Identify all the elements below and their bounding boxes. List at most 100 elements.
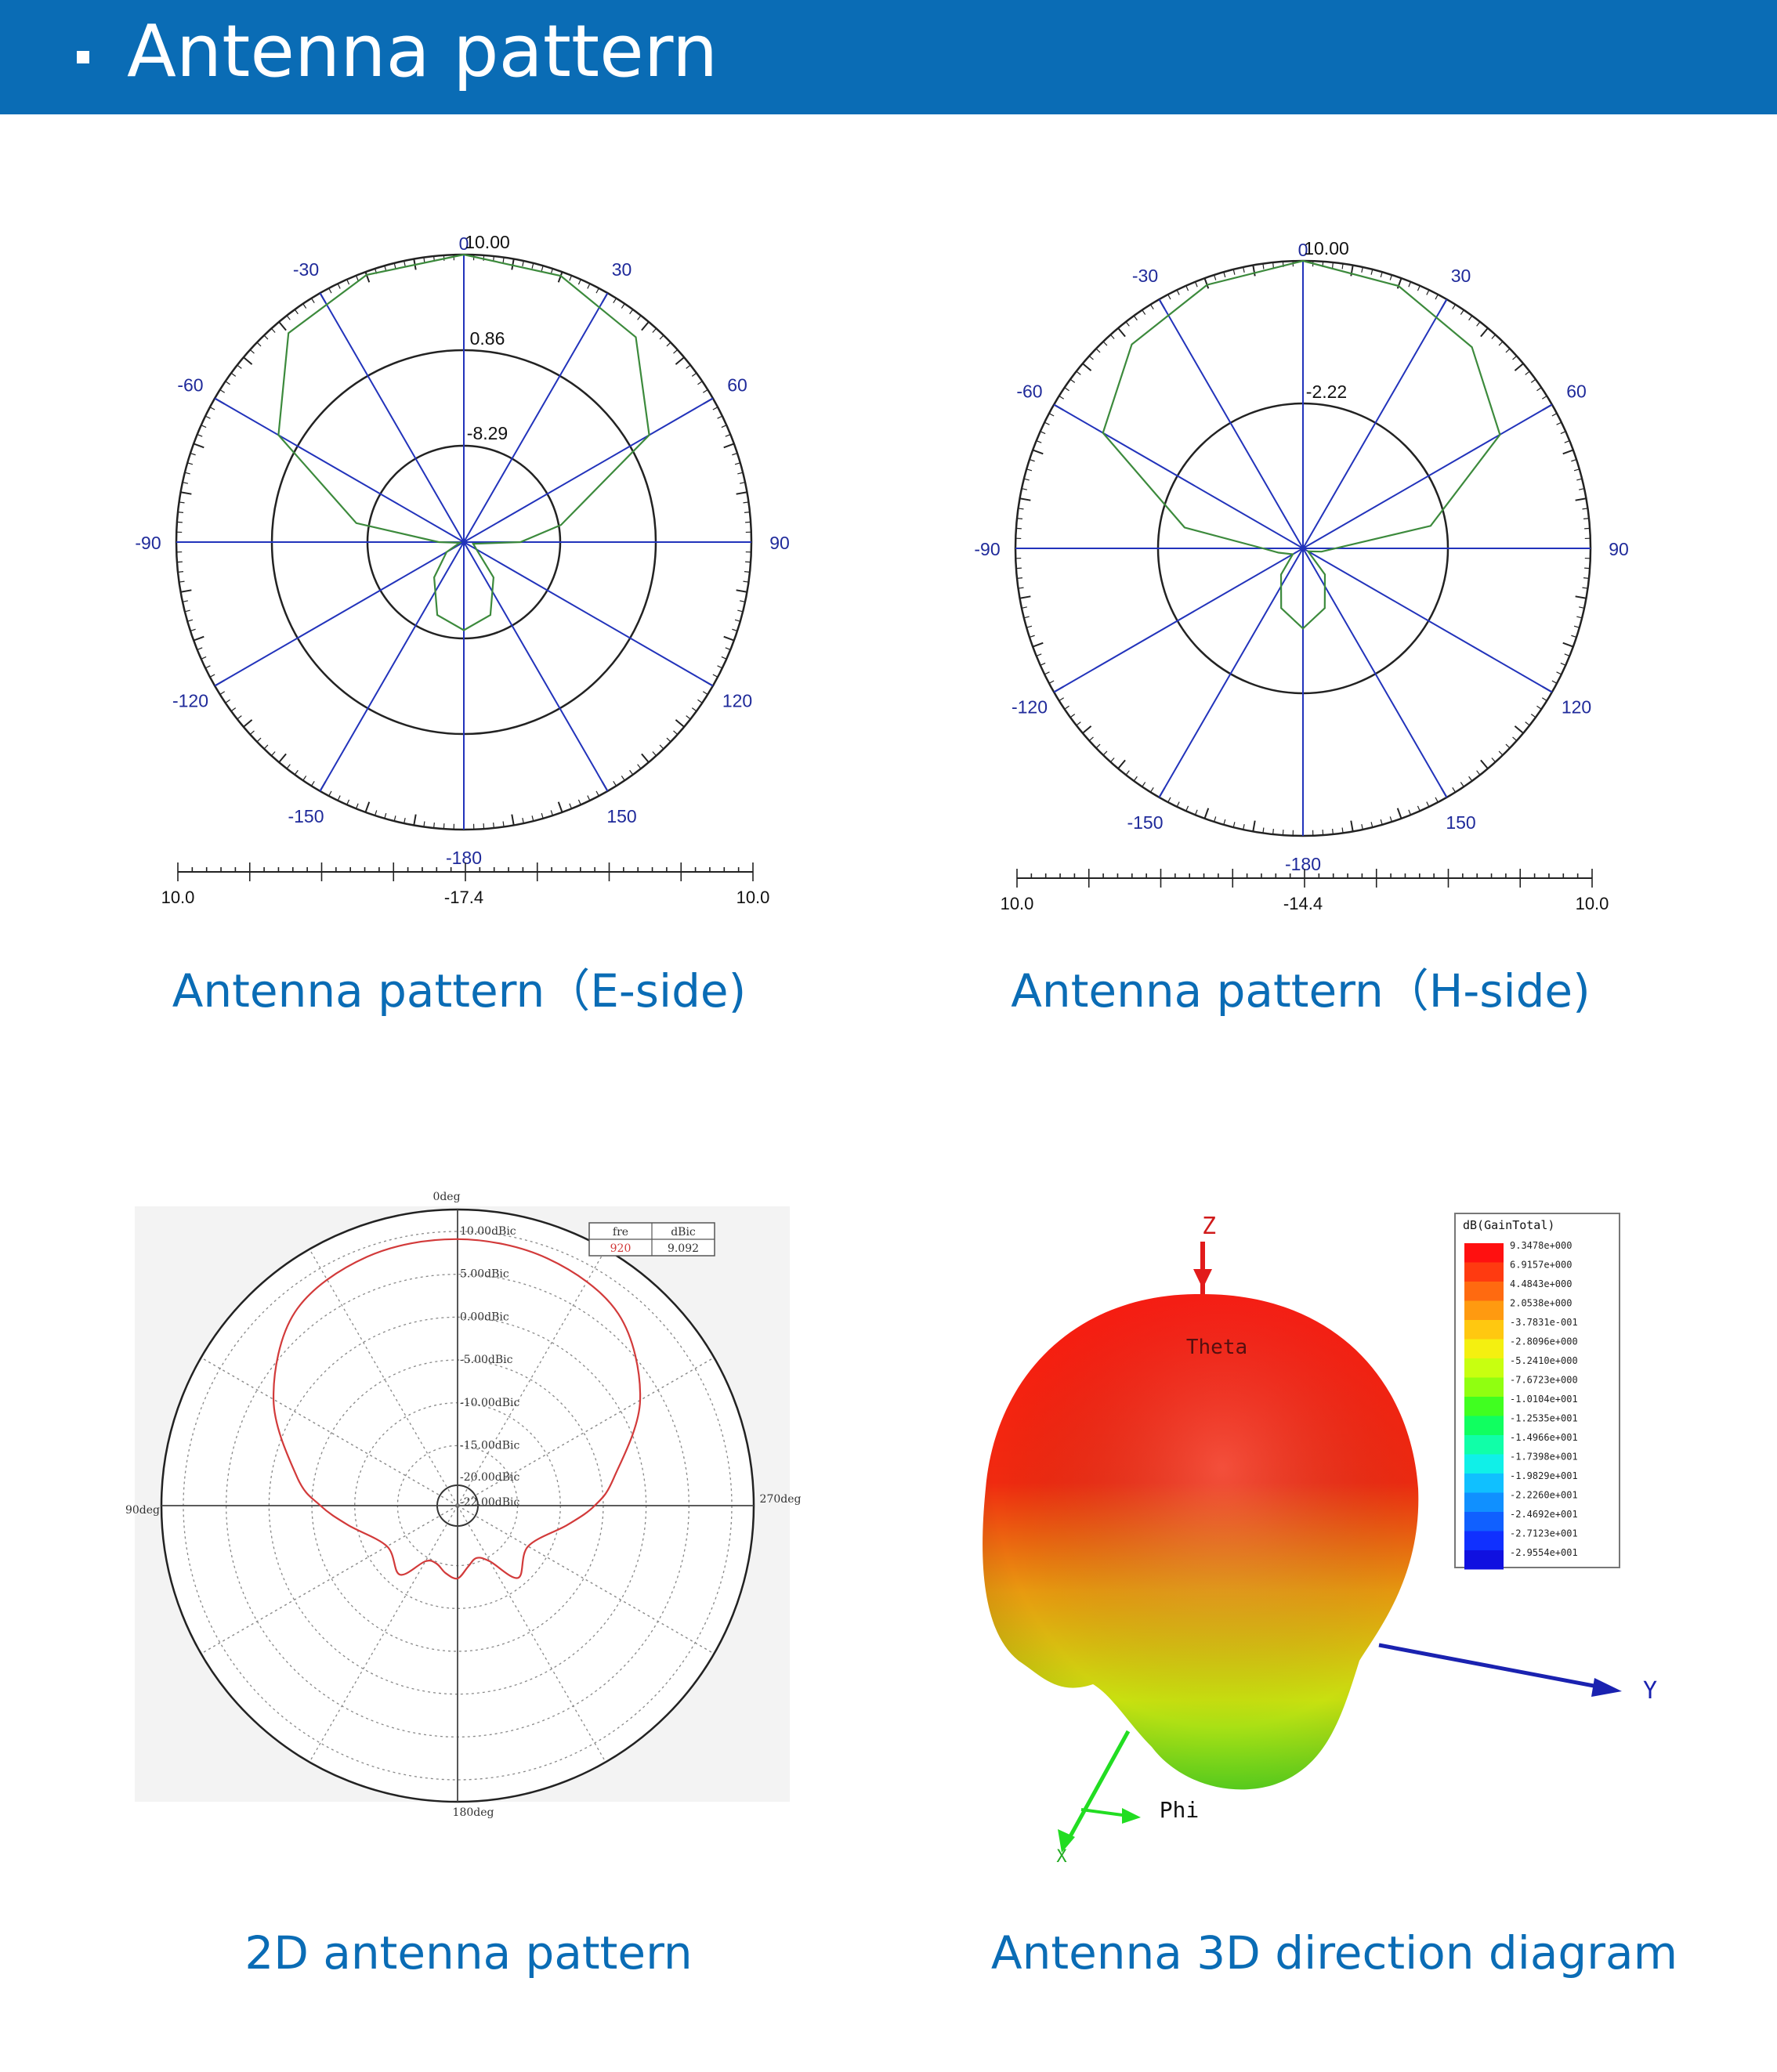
tick-mark xyxy=(1536,705,1542,710)
tick-mark xyxy=(1332,828,1334,835)
tick-mark xyxy=(587,283,591,289)
tick-mark xyxy=(697,381,703,385)
tick-mark xyxy=(1150,786,1154,793)
tick-mark xyxy=(1361,266,1363,273)
tick-mark xyxy=(1044,671,1050,675)
tick-mark xyxy=(355,803,359,809)
angle-label--180: -180 xyxy=(446,848,482,868)
angle-label-120: 120 xyxy=(1562,697,1591,718)
tick-mark xyxy=(1541,396,1547,400)
tick-mark xyxy=(1167,294,1171,300)
legend-header-dbic: dBic xyxy=(671,1226,696,1238)
tick-mark xyxy=(209,407,215,410)
tick-mark xyxy=(177,571,184,573)
tick-mark xyxy=(270,751,276,757)
angle-label--90: -90 xyxy=(974,539,1000,559)
colorbar-title: dB(GainTotal) xyxy=(1463,1218,1554,1232)
grid-spoke-300 xyxy=(201,1357,458,1506)
angle-label--180: -180 xyxy=(1285,854,1321,874)
tick-mark xyxy=(1036,439,1042,443)
tick-mark xyxy=(1579,488,1585,490)
colorbar-swatch-2 xyxy=(1464,1282,1504,1301)
tick-mark xyxy=(302,303,307,309)
tick-mark xyxy=(734,619,740,622)
tick-mark xyxy=(1468,315,1473,321)
phi-arrow-head xyxy=(1122,1808,1141,1824)
tick-mark xyxy=(652,751,657,757)
tick-mark xyxy=(1498,750,1504,756)
angle-label-150: 150 xyxy=(606,806,636,826)
tick-mark xyxy=(1426,801,1430,808)
tick-mark xyxy=(1332,262,1334,269)
tick-mark xyxy=(734,462,740,465)
angle-label-top: 0deg xyxy=(432,1191,460,1203)
scale-left-label: 10.0 xyxy=(161,888,195,907)
tick-mark xyxy=(294,769,299,776)
tick-mark xyxy=(641,753,650,763)
tick-mark xyxy=(1556,421,1562,425)
colorbar-swatch-7 xyxy=(1464,1377,1504,1397)
tick-mark xyxy=(1480,327,1489,338)
tick-mark xyxy=(712,407,718,410)
grid-spoke-60 xyxy=(457,1357,715,1506)
tick-mark xyxy=(256,737,262,743)
scale-right-label: 10.0 xyxy=(1576,894,1609,913)
tick-mark xyxy=(346,279,350,285)
tick-mark xyxy=(1021,488,1027,490)
tick-mark xyxy=(1579,606,1585,609)
tick-mark xyxy=(423,821,425,827)
tick-mark xyxy=(1536,387,1542,392)
angle-label-30: 30 xyxy=(612,259,632,280)
colorbar-swatch-6 xyxy=(1464,1358,1504,1378)
tick-mark xyxy=(1514,363,1524,371)
tick-mark xyxy=(686,364,691,369)
tick-mark xyxy=(673,730,679,736)
spoke-120 xyxy=(463,541,714,687)
tick-mark xyxy=(511,259,515,270)
pattern-3d-figure: Z Theta Y X Phi dB(GainTotal) 9.3478e+000 6.915… xyxy=(983,1213,1657,1867)
tick-mark xyxy=(1272,262,1274,269)
tick-mark xyxy=(1243,266,1245,273)
tick-mark xyxy=(1514,725,1524,734)
colorbar-value-9: -1.2535e+001 xyxy=(1510,1413,1578,1424)
tick-mark xyxy=(1468,776,1473,782)
tick-mark xyxy=(595,790,599,797)
tick-mark xyxy=(725,647,731,651)
tick-mark xyxy=(219,389,226,393)
tick-mark xyxy=(1252,265,1256,277)
colorbar-value-1: 6.9157e+000 xyxy=(1510,1260,1572,1271)
tick-mark xyxy=(569,803,573,809)
tick-mark xyxy=(328,287,332,294)
scale-left-label: 10.0 xyxy=(1001,894,1034,913)
tick-mark xyxy=(511,814,515,826)
angle-label-bottom: 180deg xyxy=(453,1806,494,1819)
tick-mark xyxy=(346,799,350,805)
pattern-2d-chart: 10.00dBic 5.00dBic 0.00dBic -5.00dBic -10.00… xyxy=(125,1191,802,1819)
caption-e-side: Antenna pattern（E-side) xyxy=(172,964,747,1018)
grid-spoke-240 xyxy=(201,1505,458,1654)
tick-mark xyxy=(723,635,735,642)
tick-mark xyxy=(743,501,749,504)
tick-mark xyxy=(1048,413,1055,417)
tick-mark xyxy=(1036,653,1042,657)
tick-mark xyxy=(675,356,685,365)
tick-mark xyxy=(1194,809,1198,815)
tick-mark xyxy=(1040,662,1046,666)
tick-mark xyxy=(225,381,230,385)
tick-mark xyxy=(1252,820,1256,832)
ring-label-6: -20.00dBic xyxy=(460,1471,520,1484)
tick-mark xyxy=(744,512,751,513)
tick-mark xyxy=(1203,277,1210,289)
spoke--60 xyxy=(214,397,465,543)
tick-mark xyxy=(691,707,697,712)
tick-mark xyxy=(193,635,204,642)
tick-mark xyxy=(311,780,315,786)
tick-mark xyxy=(1408,281,1412,287)
tick-mark xyxy=(702,691,708,695)
tick-mark xyxy=(1133,776,1138,782)
tick-mark xyxy=(659,744,664,750)
tick-mark xyxy=(732,628,738,631)
tick-mark xyxy=(702,389,708,393)
tick-mark xyxy=(1018,508,1024,510)
spoke--150 xyxy=(319,541,465,792)
